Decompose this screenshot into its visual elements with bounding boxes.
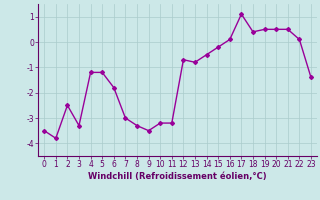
- X-axis label: Windchill (Refroidissement éolien,°C): Windchill (Refroidissement éolien,°C): [88, 172, 267, 181]
